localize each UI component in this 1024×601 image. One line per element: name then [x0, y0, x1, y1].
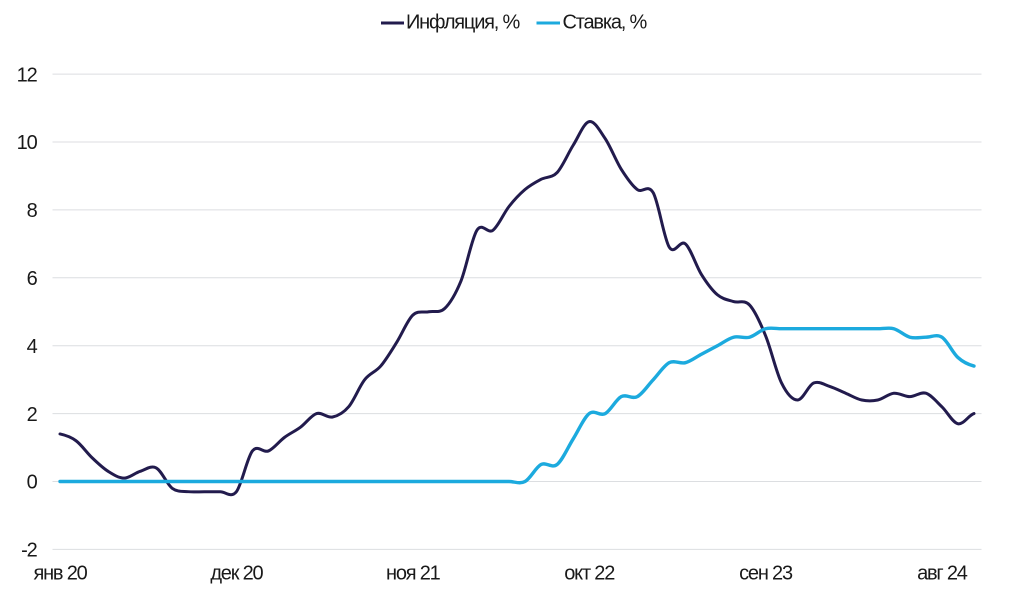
svg-text:0: 0 — [27, 472, 38, 494]
svg-text:10: 10 — [17, 132, 38, 154]
svg-text:Инфляция, %: Инфляция, % — [406, 12, 521, 34]
svg-text:2: 2 — [27, 404, 38, 426]
svg-text:окт 22: окт 22 — [564, 563, 615, 585]
svg-text:-2: -2 — [21, 540, 37, 562]
svg-text:янв 20: янв 20 — [33, 563, 87, 585]
svg-text:дек 20: дек 20 — [210, 563, 263, 585]
svg-text:6: 6 — [27, 268, 38, 290]
svg-text:Ставка, %: Ставка, % — [563, 12, 648, 34]
svg-text:8: 8 — [27, 200, 38, 222]
svg-text:4: 4 — [27, 336, 38, 358]
svg-text:ноя 21: ноя 21 — [386, 563, 441, 585]
svg-text:авг 24: авг 24 — [917, 563, 968, 585]
svg-text:сен 23: сен 23 — [739, 563, 793, 585]
svg-text:12: 12 — [17, 64, 38, 86]
